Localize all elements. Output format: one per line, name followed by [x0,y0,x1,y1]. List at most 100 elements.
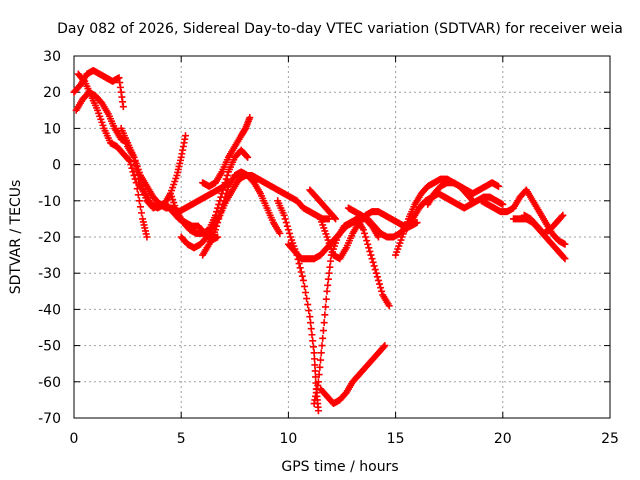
data-point [223,186,231,194]
data-point [305,307,313,315]
y-tick-label: -50 [38,339,61,355]
data-point [131,175,139,183]
data-point [558,212,566,220]
data-point [213,222,221,230]
series-arc-16 [306,186,340,223]
data-point [327,257,335,265]
data-point [560,254,568,262]
data-point [223,171,231,179]
data-point [365,244,373,252]
x-axis-label: GPS time / hours [281,459,398,475]
data-point [366,247,374,255]
data-point [246,114,254,122]
x-tick-label: 20 [494,431,512,447]
data-point [214,219,222,227]
series-arc-12 [310,215,393,408]
data-point [371,266,379,274]
y-tick-label: -40 [38,302,61,318]
data-point [363,237,371,245]
series-arc-23 [520,211,567,237]
data-point [134,191,142,199]
data-point [322,295,330,303]
chart-title: Day 082 of 2026, Sidereal Day-to-day VTE… [57,21,623,37]
data-point [369,258,377,266]
series-arc-1 [70,66,127,111]
data-point [125,156,133,164]
series-arc-13 [284,215,382,263]
data-point [325,269,333,277]
data-point [303,295,311,303]
x-tick-label: 25 [601,431,619,447]
data-point [368,255,376,263]
data-point [323,287,331,295]
data-point [559,211,567,219]
y-tick-label: -10 [38,194,61,210]
data-point [282,219,290,227]
data-point [311,361,319,369]
data-point [129,168,137,176]
data-point [280,211,288,219]
series-arc-3 [74,70,151,241]
data-point [314,407,322,415]
data-point [377,284,385,292]
y-tick-label: -30 [38,266,61,282]
data-point [307,325,315,333]
series-arc-7 [166,146,252,237]
data-point [130,171,138,179]
data-point [413,219,421,227]
y-tick-label: 0 [52,158,61,174]
data-point [244,153,252,161]
axis-ticks: 0 5 10 15 20 25 30 20 10 0 -10 -20 -30 -40 -50 -60 -70 [38,49,619,447]
data-point [297,268,305,276]
data-point [310,355,318,363]
data-point [308,331,316,339]
data-point [217,208,225,216]
y-axis-label: SDTVAR / TECUs [8,180,24,295]
data-point [321,311,329,319]
data-point [311,367,319,375]
data-point [380,343,388,351]
data-point [181,132,189,140]
data-point [296,264,304,272]
x-tick-label: 15 [387,431,405,447]
data-point [221,193,229,201]
data-point [285,229,293,237]
data-point [304,301,312,309]
x-tick-label: 0 [70,431,79,447]
data-point [324,275,332,283]
data-point [319,327,327,335]
data-point [135,197,143,205]
data-point [361,229,369,237]
data-point [310,349,318,357]
series-arc-6 [124,143,232,216]
data-point [218,204,226,212]
data-point [370,262,378,270]
data-point [222,175,230,183]
data-point [127,161,135,169]
data-point [318,342,326,350]
data-point [298,272,306,280]
data-point [215,215,223,223]
data-point [385,302,393,310]
x-tick-label: 10 [279,431,297,447]
y-tick-label: -60 [38,375,61,391]
data-point [330,214,338,222]
data-point [119,103,127,111]
data-point [243,152,251,160]
data-point [324,281,332,289]
data-point [372,269,380,277]
data-point [309,337,317,345]
data-point [284,226,292,234]
series-arc-10 [199,114,254,190]
data-point [561,255,569,263]
data-series [70,66,569,415]
data-point [359,226,367,234]
data-point [143,233,151,241]
series-arc-20 [424,179,503,208]
data-point [317,356,325,364]
series-arc-15 [317,342,389,408]
data-point [362,233,370,241]
series-arc-4 [134,132,189,212]
y-tick-label: 30 [43,49,61,65]
data-point [499,200,507,208]
